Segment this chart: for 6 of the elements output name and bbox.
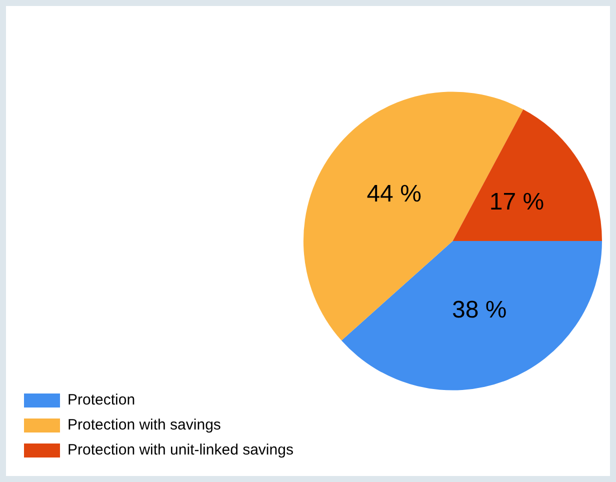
- data-label: 38 %: [452, 296, 507, 324]
- legend-label: Protection with savings: [68, 416, 221, 434]
- data-label: 44 %: [366, 180, 422, 208]
- legend-label: Protection with unit-linked savings: [68, 442, 294, 459]
- legend-label: Protection: [68, 392, 136, 409]
- data-label: 17 %: [489, 188, 544, 216]
